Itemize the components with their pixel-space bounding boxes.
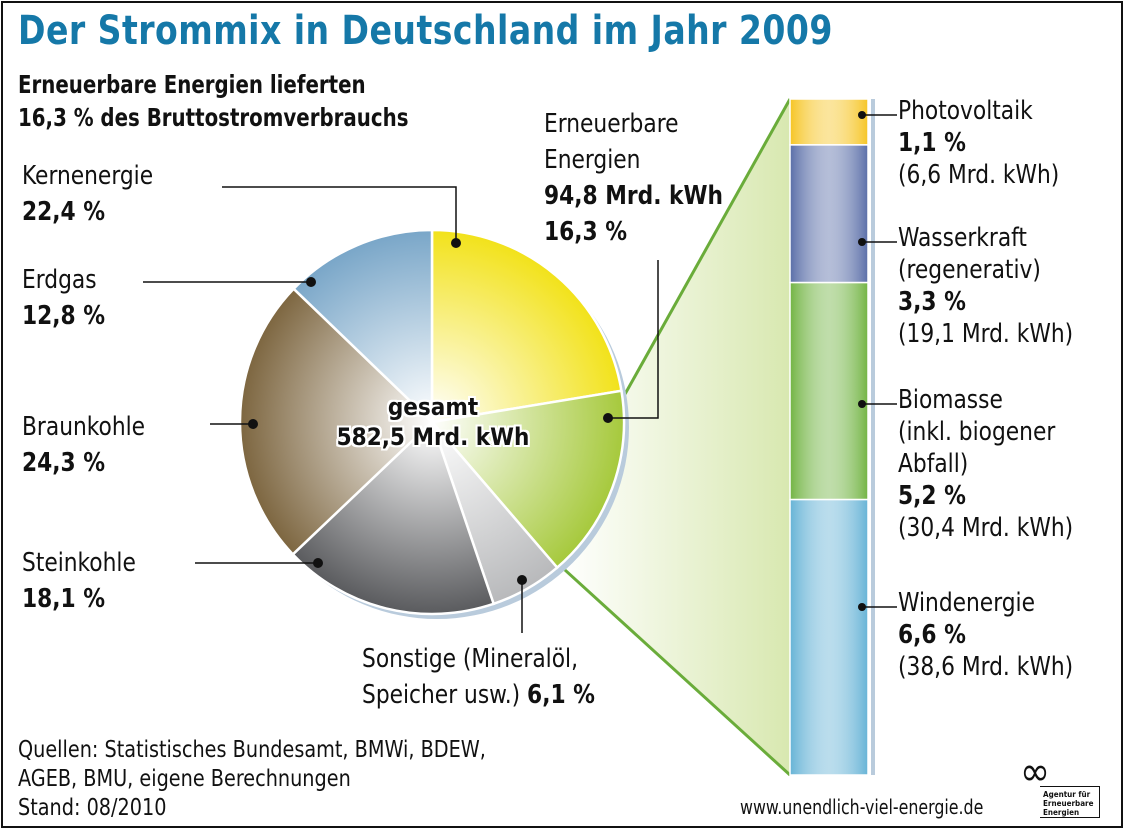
source-line-1: Quellen: Statistisches Bundesamt, BMWi, …: [18, 737, 486, 763]
label-kernenergie: Kernenergie 22,4 %: [22, 158, 153, 230]
zoom-wedge: [562, 99, 790, 775]
pie-slice-kernenergie: [430, 228, 623, 424]
leader-sonstige-dot: [517, 575, 527, 585]
bar-label-energy: (38,6 Mrd. kWh): [898, 652, 1074, 682]
bar-segment-biomasse: [789, 281, 869, 501]
infinity-logo-icon: ∞: [1020, 749, 1050, 795]
label-braunkohle: Braunkohle 24,3 %: [22, 409, 145, 481]
bar-label-name: (inkl. biogener: [898, 417, 1056, 447]
logo-line-3: Energien: [1043, 808, 1080, 817]
subtitle-line-2: 16,3 % des Bruttostromverbrauchs: [18, 103, 409, 132]
bar-label-pct: 6,6 %: [898, 620, 966, 650]
label-name: Erdgas: [22, 265, 97, 295]
center-line-1: gesamt: [387, 393, 479, 421]
bar-label-pct: 3,3 %: [898, 287, 966, 317]
bar-label-pct: 1,1 %: [898, 128, 966, 158]
leader-braunkohle-dot: [248, 419, 258, 429]
pie-center-label: gesamt 582,5 Mrd. kWh: [318, 392, 548, 452]
source-note: Quellen: Statistisches Bundesamt, BMWi, …: [18, 736, 486, 823]
leader-steinkohle-dot: [313, 558, 323, 568]
bar-label-energy: (19,1 Mrd. kWh): [898, 319, 1074, 349]
pie-slice-steinkohle: [291, 419, 496, 616]
label-line-2: Speicher usw.): [362, 680, 521, 710]
agency-logo: Agentur für Erneuerbare Energien: [1040, 786, 1100, 818]
label-line-2: Energien: [544, 145, 641, 175]
subtitle-line-1: Erneuerbare Energien lieferten: [18, 70, 366, 99]
bar-segment-wasserkraft: [789, 144, 869, 284]
label-name: Braunkohle: [22, 412, 146, 442]
bar-segment-windenergie: [789, 498, 869, 776]
leader-erneuerbare: [608, 260, 659, 419]
label-energy: 94,8 Mrd. kWh: [544, 181, 723, 211]
label-line-1: Sonstige (Mineralöl,: [362, 644, 578, 674]
bar-label-energy: (30,4 Mrd. kWh): [898, 513, 1074, 543]
label-pct: 22,4 %: [22, 197, 106, 227]
zoom-line-bottom: [561, 566, 792, 777]
pie-slice-braunkohle: [238, 287, 434, 557]
label-pct: 24,3 %: [22, 448, 106, 478]
label-steinkohle: Steinkohle 18,1 %: [22, 545, 136, 617]
label-pct: 16,3 %: [544, 217, 628, 247]
bar-label-photovoltaik: Photovoltaik 1,1 % (6,6 Mrd. kWh): [898, 95, 1059, 191]
chart-subtitle: Erneuerbare Energien lieferten 16,3 % de…: [18, 68, 409, 134]
bar-label-energy: (6,6 Mrd. kWh): [898, 160, 1060, 190]
label-line-1: Erneuerbare: [544, 109, 679, 139]
label-sonstige: Sonstige (Mineralöl, Speicher usw.) 6,1 …: [362, 641, 595, 713]
pie-slice-erneuerbare: [429, 389, 626, 570]
bar-label-name: (regenerativ): [898, 255, 1041, 285]
bar-shadow: [871, 99, 875, 775]
center-line-2: 582,5 Mrd. kWh: [336, 423, 530, 451]
bar-label-biomasse: Biomasse (inkl. biogener Abfall) 5,2 % (30,4…: [898, 384, 1073, 544]
label-erdgas: Erdgas 12,8 %: [22, 262, 105, 334]
pie-slice-erdgas: [291, 228, 434, 425]
chart-title: Der Strommix in Deutschland im Jahr 2009: [18, 8, 833, 54]
bar-label-windenergie: Windenergie 6,6 % (38,6 Mrd. kWh): [898, 587, 1073, 683]
leader-kernenergie-dot: [451, 238, 461, 248]
leader-erneuerbare-dot: [603, 413, 613, 423]
bar-label-name: Abfall): [898, 449, 969, 479]
label-name: Kernenergie: [22, 161, 154, 191]
bar-segment-photovoltaik: [789, 98, 869, 146]
bar-label-name: Windenergie: [898, 588, 1035, 618]
bar-label-pct: 5,2 %: [898, 481, 966, 511]
source-line-2: AGEB, BMU, eigene Berechnungen: [18, 766, 351, 792]
logo-line-1: Agentur für: [1043, 790, 1091, 799]
bar-label-name: Biomasse: [898, 385, 1003, 415]
website-url[interactable]: www.unendlich-viel-energie.de: [740, 795, 984, 819]
label-erneuerbare: Erneuerbare Energien 94,8 Mrd. kWh 16,3 …: [544, 106, 723, 250]
zoom-line-top: [623, 98, 792, 395]
label-name: Steinkohle: [22, 548, 136, 578]
bar-label-wasserkraft: Wasserkraft (regenerativ) 3,3 % (19,1 Mrd. …: [898, 222, 1073, 350]
logo-line-2: Erneuerbare: [1043, 799, 1094, 808]
leader-kernenergie: [222, 186, 457, 243]
leader-erdgas-dot: [306, 277, 316, 287]
label-pct: 6,1 %: [527, 680, 595, 710]
label-pct: 12,8 %: [22, 301, 106, 331]
source-line-3: Stand: 08/2010: [18, 795, 167, 821]
label-pct: 18,1 %: [22, 584, 106, 614]
bar-label-name: Photovoltaik: [898, 96, 1033, 126]
bar-label-name: Wasserkraft: [898, 223, 1027, 253]
